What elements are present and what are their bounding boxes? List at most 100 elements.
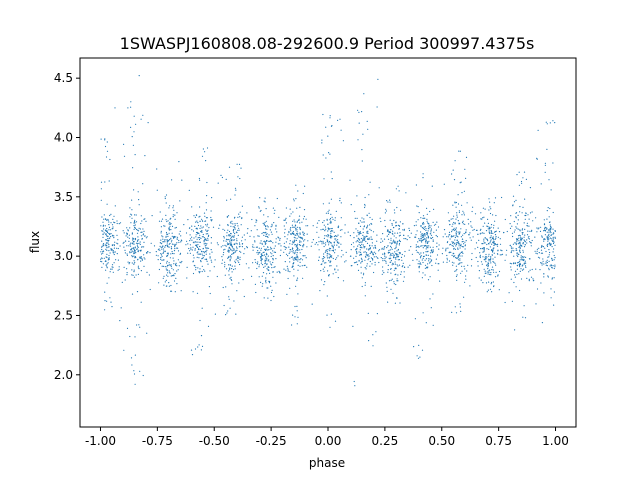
data-point: [102, 243, 105, 245]
data-point: [429, 252, 432, 254]
data-point: [485, 253, 487, 256]
data-point: [204, 220, 206, 222]
data-point: [324, 226, 327, 228]
data-point: [298, 215, 301, 217]
data-point: [518, 264, 521, 266]
data-point: [453, 221, 455, 224]
data-point: [364, 295, 366, 297]
data-point: [451, 241, 453, 243]
data-point: [206, 223, 209, 225]
data-point: [272, 207, 274, 209]
data-point: [201, 307, 203, 309]
data-point: [298, 218, 300, 220]
data-point: [229, 241, 231, 243]
data-point: [272, 255, 274, 257]
data-point: [150, 242, 152, 244]
data-point: [104, 244, 106, 246]
data-point: [526, 222, 529, 224]
data-point: [453, 243, 455, 245]
data-point: [206, 147, 209, 149]
data-point: [495, 237, 497, 239]
data-point: [112, 226, 114, 228]
data-point: [162, 238, 164, 240]
data-point: [144, 155, 146, 157]
data-point: [224, 244, 226, 246]
data-point: [292, 220, 294, 222]
data-point: [494, 238, 496, 240]
data-point: [167, 252, 169, 254]
data-point: [304, 255, 306, 257]
data-point: [167, 264, 169, 266]
data-point: [378, 187, 380, 189]
data-point: [542, 258, 544, 260]
data-point: [383, 272, 385, 274]
data-point: [164, 197, 166, 200]
data-point: [446, 254, 448, 257]
data-point: [522, 251, 524, 253]
data-point: [419, 356, 421, 358]
data-point: [302, 234, 304, 236]
data-point: [334, 268, 336, 270]
data-point: [264, 225, 267, 227]
data-point: [365, 256, 367, 258]
data-point: [516, 174, 518, 176]
data-point: [166, 220, 168, 223]
data-point: [355, 249, 357, 251]
data-point: [108, 254, 110, 257]
data-point: [328, 274, 330, 276]
data-point: [241, 240, 243, 242]
data-point: [486, 243, 488, 246]
data-point: [165, 219, 167, 221]
data-point: [222, 286, 224, 289]
data-point: [175, 263, 177, 265]
data-point: [471, 252, 473, 255]
data-point: [531, 268, 533, 271]
data-point: [229, 259, 231, 261]
data-point: [516, 223, 519, 225]
data-point: [140, 235, 142, 237]
data-point: [266, 264, 268, 266]
data-point: [128, 245, 130, 247]
data-point: [296, 220, 298, 222]
data-point: [170, 246, 172, 248]
data-point: [517, 243, 519, 245]
data-point: [134, 222, 136, 224]
data-point: [126, 233, 128, 235]
data-point: [441, 253, 443, 255]
data-point: [238, 229, 240, 231]
data-point: [521, 212, 523, 214]
data-point: [327, 211, 329, 213]
data-point: [166, 262, 168, 264]
data-point: [426, 237, 428, 239]
data-point: [521, 237, 523, 239]
data-point: [170, 241, 173, 243]
data-point: [458, 263, 461, 265]
data-point: [134, 227, 136, 229]
data-point: [211, 219, 213, 221]
data-point: [510, 215, 512, 217]
data-point: [211, 251, 213, 253]
data-point: [268, 259, 270, 261]
data-point: [205, 253, 207, 255]
data-point: [463, 212, 465, 214]
data-point: [366, 231, 368, 233]
data-point: [221, 176, 223, 179]
data-point: [104, 181, 106, 183]
data-point: [367, 253, 369, 256]
data-point: [523, 239, 525, 241]
data-point: [420, 245, 422, 247]
data-point: [199, 319, 201, 322]
data-point: [494, 231, 496, 233]
data-point: [374, 261, 376, 264]
data-point: [199, 215, 201, 217]
data-point: [477, 233, 479, 235]
data-point: [173, 243, 175, 245]
data-point: [200, 260, 202, 262]
data-point: [229, 264, 232, 266]
data-point: [339, 197, 341, 199]
data-point: [160, 232, 162, 234]
data-point: [224, 274, 226, 276]
data-point: [477, 265, 479, 267]
data-point: [168, 264, 170, 266]
data-point: [529, 212, 532, 214]
